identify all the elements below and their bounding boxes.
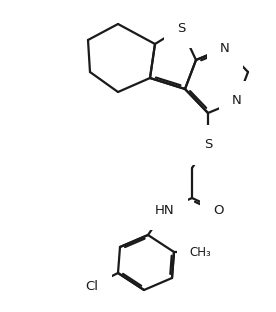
Text: O: O — [213, 203, 223, 217]
Text: Cl: Cl — [86, 280, 99, 293]
Text: CH₃: CH₃ — [189, 246, 211, 259]
Text: HN: HN — [155, 203, 175, 217]
Text: N: N — [232, 95, 242, 108]
Text: S: S — [204, 139, 212, 152]
Text: N: N — [220, 41, 230, 55]
Text: S: S — [177, 22, 185, 35]
